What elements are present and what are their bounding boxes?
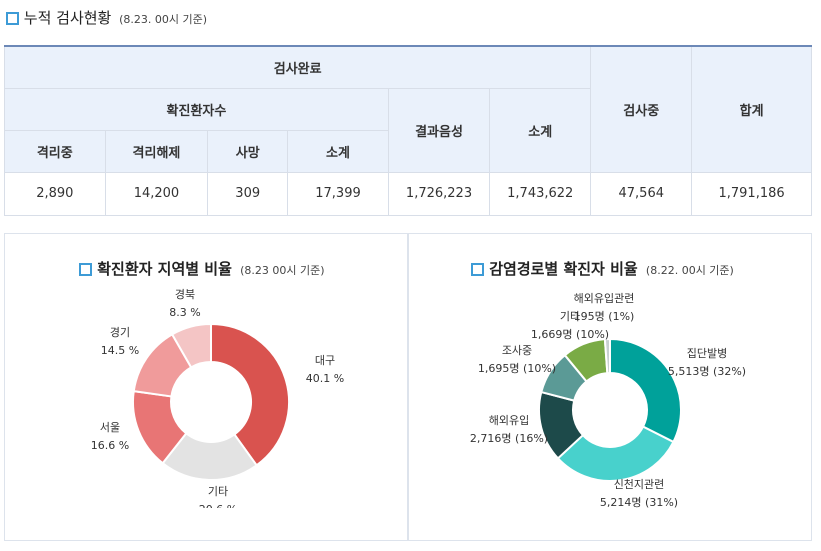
pie-slice-4 bbox=[170, 322, 212, 369]
slice-label-4: 기타 bbox=[560, 310, 580, 323]
slice-value-3: 14.5 % bbox=[101, 344, 139, 357]
header-dead: 사망 bbox=[207, 129, 289, 173]
slice-label-1: 신천지관련 bbox=[614, 477, 665, 491]
pie-slice-0 bbox=[210, 322, 290, 467]
slice-label-2: 해외유입 bbox=[489, 413, 529, 427]
slice-value-2: 16.6 % bbox=[91, 439, 129, 452]
section-date: (8.23. 00시 기준) bbox=[119, 13, 208, 26]
cell-testing: 47,564 bbox=[590, 171, 693, 216]
header-testing: 검사중 bbox=[590, 45, 693, 173]
header-subtotal-done: 소계 bbox=[489, 87, 592, 173]
header-test-done: 검사완료 bbox=[3, 45, 592, 89]
slice-label-1: 기타 bbox=[208, 485, 228, 498]
header-total: 합계 bbox=[691, 45, 812, 173]
table-row: 2,890 14,200 309 17,399 1,726,223 1,743,… bbox=[4, 171, 812, 216]
region-chart-date: (8.23 00시 기준) bbox=[240, 264, 325, 277]
region-chart-title: 확진환자 지역별 비율 bbox=[97, 260, 232, 278]
cell-total: 1,791,186 bbox=[691, 171, 812, 216]
test-status-table: 검사완료 검사중 합계 확진환자수 결과음성 소계 격리중 격리해제 사망 소계… bbox=[3, 45, 812, 216]
slice-value-0: 5,513명 (32%) bbox=[668, 365, 746, 378]
pie-slice-0 bbox=[609, 337, 682, 444]
slice-value-4: 8.3 % bbox=[169, 306, 200, 319]
slice-value-0: 40.1 % bbox=[306, 372, 344, 385]
slice-value-5: 195명 (1%) bbox=[574, 310, 635, 323]
section-header: 누적 검사현황 (8.23. 00시 기준) bbox=[6, 7, 207, 28]
slice-value-2: 2,716명 (16%) bbox=[470, 432, 548, 445]
pie-slice-1 bbox=[556, 425, 675, 482]
region-donut-chart: 대구 40.1 % 기타 20.6 % 서울 16.6 % 경기 14.5 % 경북 8.3 % bbox=[91, 288, 344, 508]
square-bullet-icon bbox=[471, 263, 484, 276]
square-bullet-icon bbox=[6, 12, 19, 25]
header-isolating: 격리중 bbox=[4, 129, 106, 173]
route-chart-title: 감염경로별 확진자 비율 bbox=[489, 260, 638, 278]
slice-label-0: 집단발병 bbox=[687, 347, 727, 360]
slice-label-5: 해외유입관련 bbox=[574, 291, 635, 305]
route-donut-chart: 집단발병 5,513명 (32%) 신천지관련 5,214명 (31%) 해외유입 2,7… bbox=[470, 291, 746, 509]
route-chart-date: (8.22. 00시 기준) bbox=[645, 264, 734, 277]
slice-value-4: 1,669명 (10%) bbox=[531, 328, 609, 341]
header-confirmed: 확진환자수 bbox=[4, 87, 389, 131]
cell-subtotal-confirmed: 17,399 bbox=[287, 171, 389, 216]
header-subtotal-confirmed: 소계 bbox=[287, 129, 389, 173]
cell-isolating: 2,890 bbox=[4, 171, 106, 216]
slice-label-2: 서울 bbox=[100, 421, 120, 434]
route-chart-panel: 감염경로별 확진자 비율 (8.22. 00시 기준) 집단발병 5,513명 (… bbox=[408, 233, 812, 541]
slice-value-1: 5,214명 (31%) bbox=[600, 496, 678, 509]
slice-value-3: 1,695명 (10%) bbox=[478, 362, 556, 375]
cell-released: 14,200 bbox=[104, 171, 209, 216]
region-chart-panel: 확진환자 지역별 비율 (8.23 00시 기준) 대구 40.1 % 기타 20.6… bbox=[4, 233, 408, 541]
route-chart-header: 감염경로별 확진자 비율 (8.22. 00시 기준) bbox=[471, 258, 734, 279]
slice-value-1: 20.6 % bbox=[199, 503, 237, 508]
slice-label-0: 대구 bbox=[315, 354, 335, 367]
slice-label-4: 경북 bbox=[175, 288, 195, 301]
cell-subtotal-done: 1,743,622 bbox=[489, 171, 592, 216]
slice-label-3: 경기 bbox=[110, 326, 130, 339]
pie-slice-5 bbox=[603, 337, 611, 375]
cell-dead: 309 bbox=[207, 171, 289, 216]
cell-negative: 1,726,223 bbox=[387, 171, 491, 216]
header-released: 격리해제 bbox=[104, 129, 209, 173]
square-bullet-icon bbox=[79, 263, 92, 276]
region-chart-header: 확진환자 지역별 비율 (8.23 00시 기준) bbox=[79, 258, 325, 279]
slice-label-3: 조사중 bbox=[502, 344, 532, 357]
header-negative: 결과음성 bbox=[387, 87, 491, 173]
section-title: 누적 검사현황 bbox=[23, 9, 112, 27]
